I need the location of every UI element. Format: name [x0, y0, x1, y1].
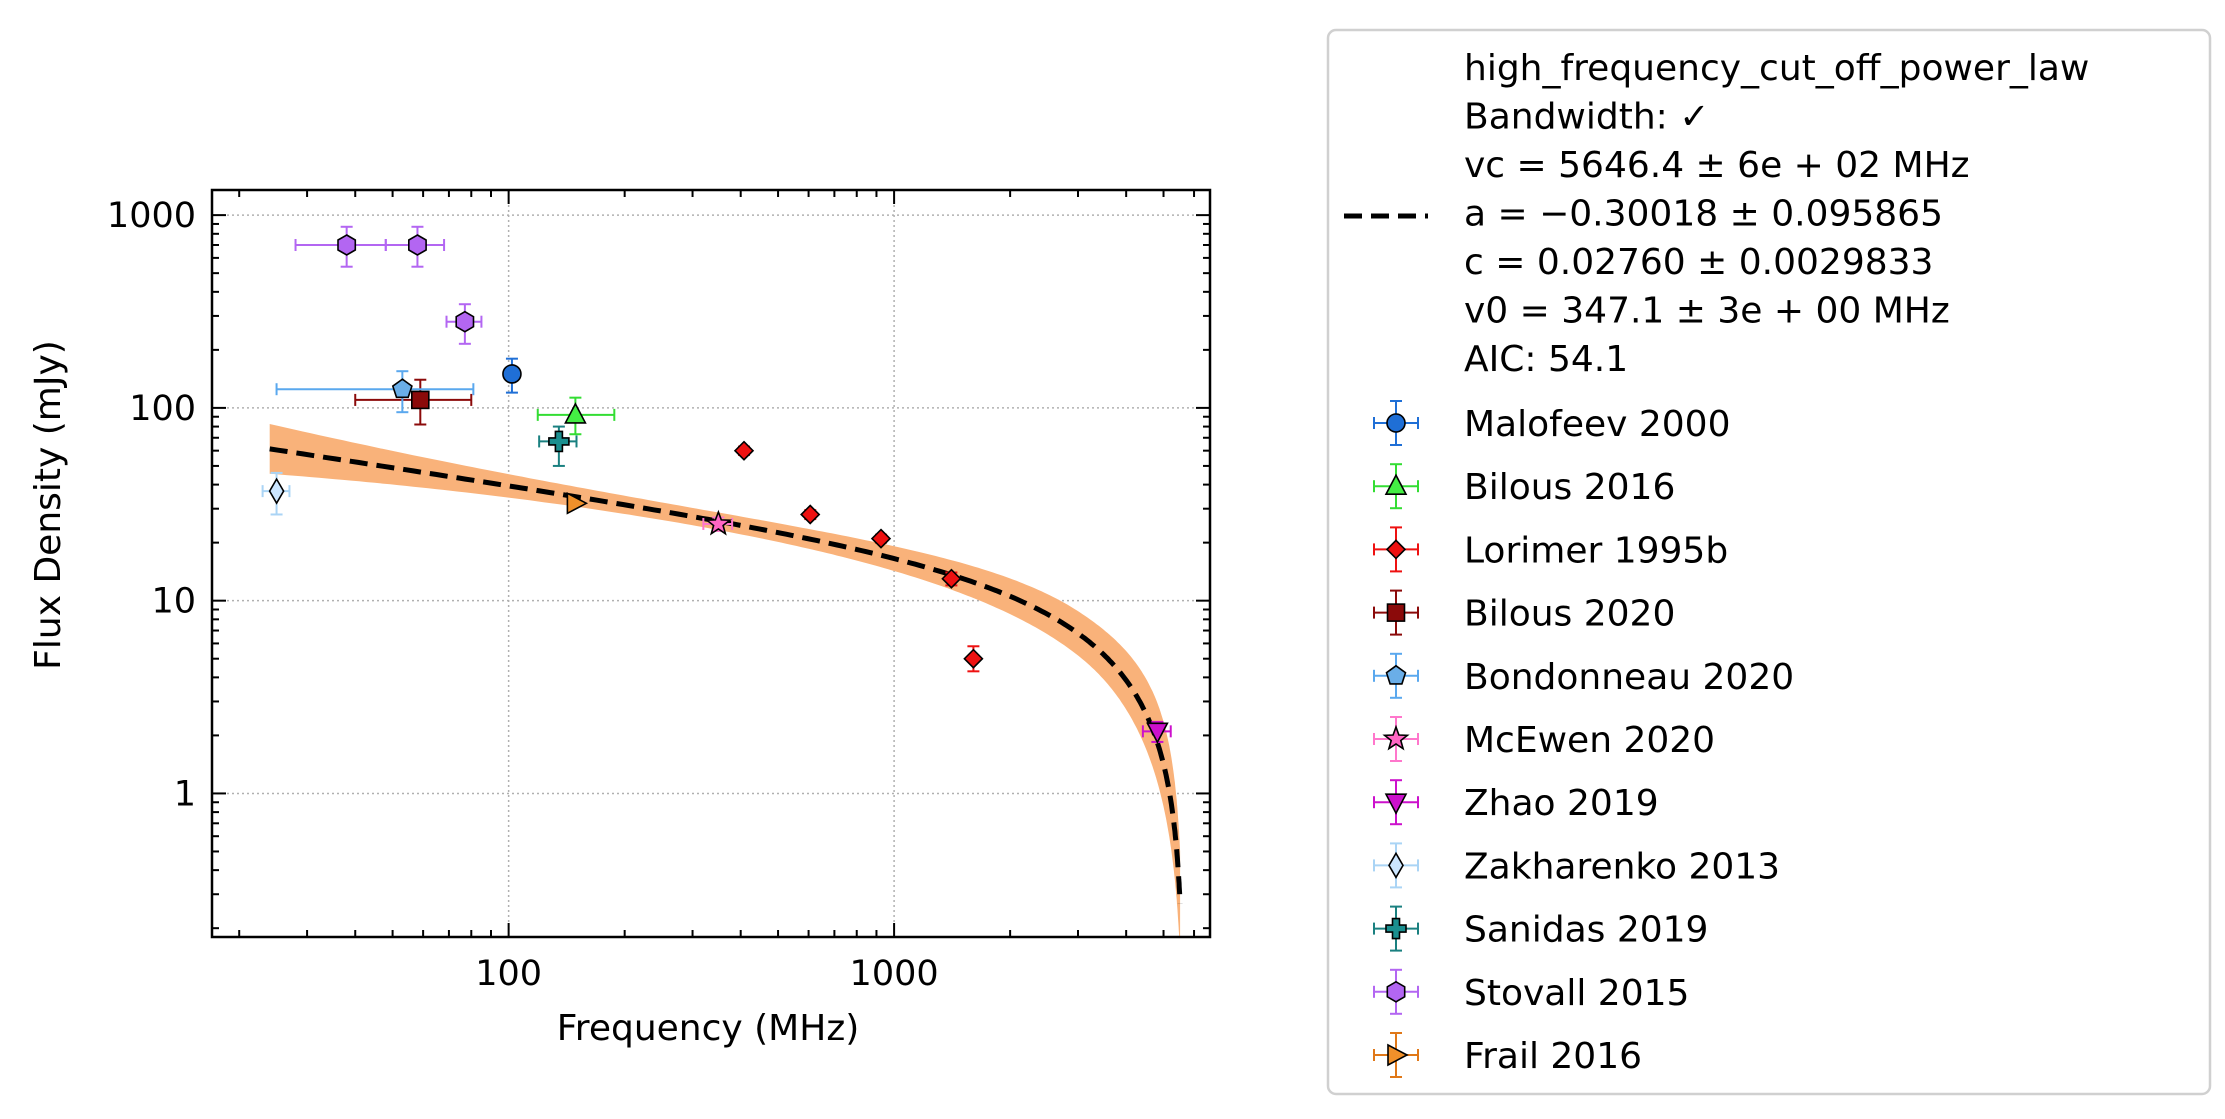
fit-uncertainty-band	[269, 424, 1181, 937]
legend-marker	[1385, 917, 1407, 940]
legend-marker	[1385, 539, 1407, 560]
legend-marker	[1384, 793, 1408, 815]
legend-label: Bondonneau 2020	[1464, 657, 1794, 698]
series-sanidas-2019	[538, 425, 578, 467]
series-malofeev-2000	[502, 357, 522, 394]
data-point	[337, 234, 357, 256]
legend-entry: Lorimer 1995b	[1373, 526, 1728, 573]
data-point	[411, 390, 430, 410]
legend-marker	[1384, 473, 1408, 496]
legend-fit-line-text: a = −0.30018 ± 0.095865	[1464, 194, 1943, 235]
legend-entry: Zhao 2019	[1373, 779, 1659, 826]
y-tick-label: 1000	[107, 196, 196, 236]
data-point	[548, 430, 570, 453]
legend-label: Bilous 2020	[1464, 594, 1675, 635]
data-point	[800, 504, 821, 525]
data-point	[733, 440, 755, 461]
axis-labels-layer: Frequency (MHz) Flux Density (mJy)	[28, 340, 859, 1049]
data-point	[268, 477, 285, 505]
legend-marker	[1387, 1043, 1409, 1067]
legend: high_frequency_cut_off_power_law Bandwidt…	[1326, 28, 2212, 1096]
fit-band-layer	[269, 424, 1181, 937]
legend-entry: Zakharenko 2013	[1373, 842, 1780, 889]
data-point	[502, 364, 522, 384]
legend-marker	[1386, 413, 1406, 433]
legend-marker	[1386, 980, 1406, 1003]
legend-entry: Bilous 2020	[1373, 589, 1675, 636]
grid-layer	[212, 190, 1210, 937]
series-frail-2016	[566, 491, 589, 515]
legend-label: Frail 2016	[1464, 1036, 1642, 1077]
legend-entry: Frail 2016	[1373, 1032, 1642, 1078]
axes-layer: 100 1000 1 10 100 1000	[107, 188, 1212, 994]
series-bilous-2020	[354, 378, 473, 426]
data-point	[391, 378, 413, 399]
legend-entry: McEwen 2020	[1373, 716, 1715, 762]
legend-fit-line-text: v0 = 347.1 ± 3e + 00 MHz	[1464, 291, 1950, 332]
legend-label: Bilous 2016	[1464, 467, 1675, 508]
data-point	[407, 234, 427, 256]
legend-marker	[1388, 851, 1404, 879]
x-tick-label: 1000	[850, 954, 939, 994]
legend-label: McEwen 2020	[1464, 720, 1715, 761]
y-tick-label: 10	[151, 582, 196, 622]
x-axis-label: Frequency (MHz)	[557, 1008, 860, 1049]
plot-frame	[210, 188, 1212, 939]
series-bondonneau-2020	[275, 370, 475, 414]
data-point	[941, 568, 962, 589]
legend-marker	[1382, 724, 1410, 751]
legend-fit-line-text: c = 0.02760 ± 0.0029833	[1464, 242, 1933, 283]
legend-fit-line-text: AIC: 54.1	[1464, 339, 1628, 380]
data-point	[455, 310, 475, 333]
legend-fit-line-text: Bandwidth: ✓	[1464, 97, 1709, 138]
legend-label: Lorimer 1995b	[1464, 530, 1728, 571]
y-tick-label: 100	[129, 389, 196, 429]
data-point	[564, 402, 587, 424]
series-zhao-2019	[1141, 720, 1172, 745]
x-tick-label: 100	[475, 954, 542, 994]
series-mcewen-2020	[702, 509, 734, 536]
data-point	[566, 491, 589, 515]
data-points-layer	[261, 225, 1172, 745]
legend-label: Stovall 2015	[1464, 973, 1689, 1014]
data-point	[1146, 722, 1169, 745]
legend-entry: Stovall 2015	[1373, 968, 1689, 1015]
legend-marker	[1385, 664, 1407, 685]
series-bilous-2016	[536, 396, 616, 436]
legend-entry: Bondonneau 2020	[1373, 652, 1794, 699]
legend-label: Malofeev 2000	[1464, 404, 1730, 445]
y-tick-label: 1	[174, 774, 196, 814]
legend-entry: Malofeev 2000	[1373, 400, 1730, 446]
legend-label: Zhao 2019	[1464, 783, 1659, 824]
series-stovall-2015	[294, 225, 483, 345]
legend-box	[1326, 28, 2212, 1096]
data-point	[963, 648, 984, 669]
legend-fit-line-text: high_frequency_cut_off_power_law	[1464, 48, 2089, 89]
data-point	[870, 528, 892, 549]
legend-marker	[1386, 603, 1406, 622]
legend-label: Sanidas 2019	[1464, 910, 1708, 951]
legend-fit-line-text: vc = 5646.4 ± 6e + 02 MHz	[1464, 145, 1970, 186]
y-axis-label: Flux Density (mJy)	[28, 340, 69, 670]
series-lorimer-1995b	[733, 440, 984, 673]
series-zakharenko-2013	[261, 471, 291, 516]
legend-entry: Bilous 2016	[1373, 463, 1675, 510]
legend-label: Zakharenko 2013	[1464, 846, 1780, 887]
legend-entry: Sanidas 2019	[1373, 905, 1708, 952]
data-point	[704, 509, 733, 536]
